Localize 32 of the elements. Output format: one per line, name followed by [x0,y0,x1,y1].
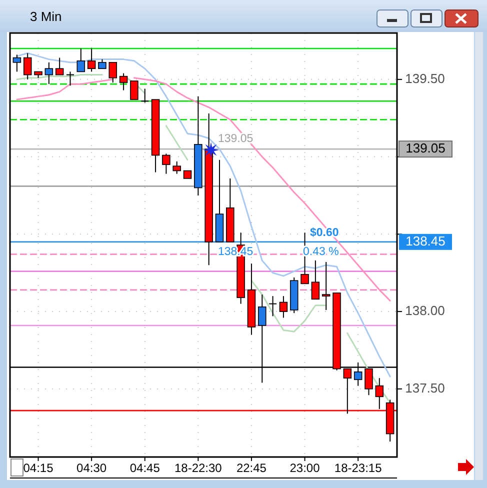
x-tick-label: 04:30 [76,461,107,476]
candlestick [23,52,32,80]
candlestick [44,62,54,85]
x-tick-label: 18-23:15 [334,461,382,476]
y-tick-label: 138.00 [405,302,445,318]
candlestick [172,160,181,174]
candlestick [76,48,86,72]
x-tick-label: 04:45 [130,461,160,476]
candlestick [108,62,118,84]
chart-title: 3 Min [30,9,62,24]
candlestick [279,296,288,318]
annotation: $0.60 [310,226,339,239]
candlestick [322,262,330,310]
x-tick-label: 18-22:30 [174,461,222,476]
candlestick [98,58,106,70]
x-tick-label: 23:00 [290,461,320,476]
candlestick [311,260,320,300]
candlestick [87,48,96,72]
candlestick [12,54,22,72]
candlestick [119,72,128,91]
candlestick [162,153,170,174]
ref-line-label: 138.45 [406,233,446,248]
candlestick [66,71,74,86]
x-tick-label: 04:15 [23,461,54,476]
y-tick-label: 137.50 [405,380,445,396]
ref-line-label: 139.05 [406,140,446,156]
x-tick-label: 22:45 [236,461,267,476]
candlestick [140,88,150,104]
y-tick-label: 139.50 [405,70,445,86]
candlestick [130,80,138,100]
candlestick [55,57,64,76]
candlestick [268,296,278,317]
